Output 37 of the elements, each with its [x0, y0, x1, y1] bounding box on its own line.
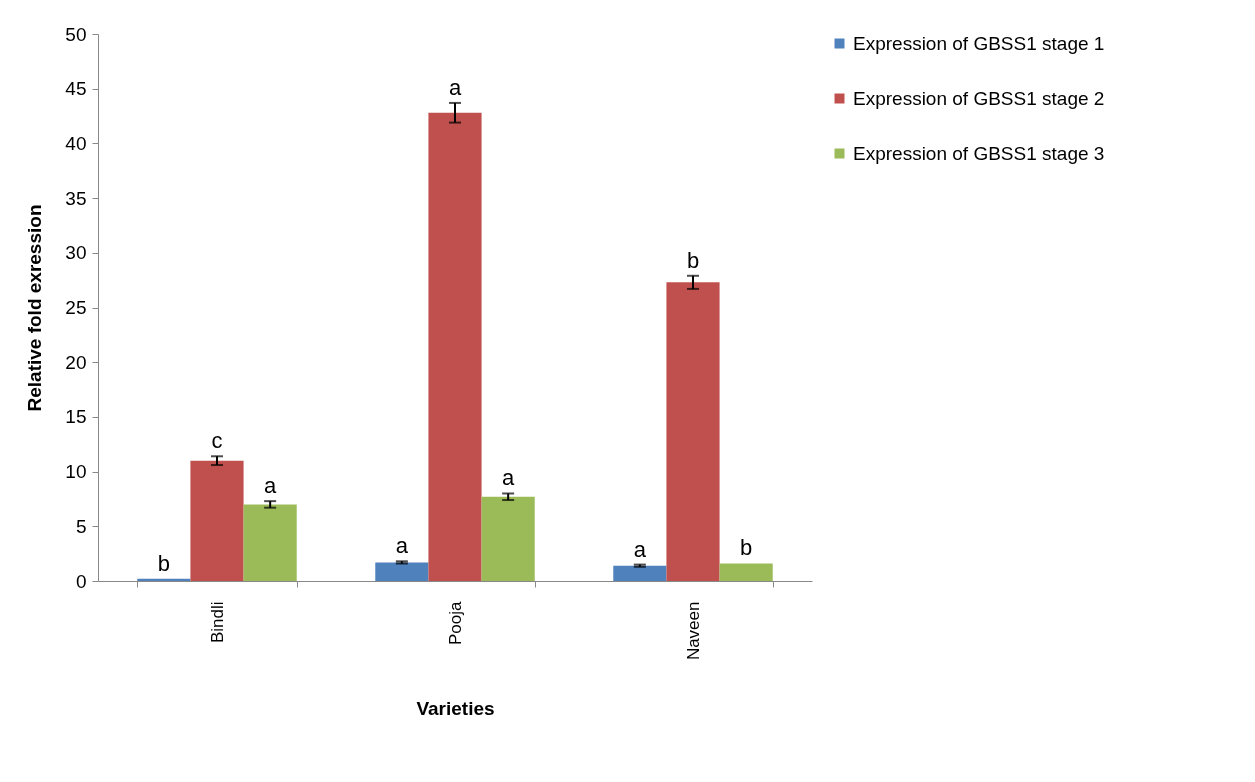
y-tick-label: 45	[65, 78, 87, 100]
bar	[137, 578, 191, 581]
y-tick-label: 35	[65, 187, 87, 209]
bar	[243, 504, 297, 581]
bar	[375, 562, 429, 581]
x-tick-label: Naveen	[683, 601, 703, 661]
y-tick-label: 30	[65, 242, 87, 264]
x-axis-title: Varieties	[416, 698, 495, 720]
y-tick-label: 15	[65, 406, 87, 428]
legend-label: Expression of GBSS1 stage 2	[853, 87, 1105, 109]
bar	[719, 563, 773, 581]
x-tick-label: Bindli	[207, 601, 227, 644]
data-label: b	[686, 247, 700, 273]
bar	[613, 565, 667, 581]
bar	[666, 282, 720, 581]
legend-label: Expression of GBSS1 stage 1	[853, 32, 1105, 54]
y-tick-label: 5	[75, 515, 87, 537]
y-tick-label: 0	[75, 570, 87, 592]
data-label: c	[211, 428, 223, 454]
legend-label: Expression of GBSS1 stage 3	[853, 142, 1105, 164]
y-tick-label: 40	[65, 132, 87, 154]
y-tick-label: 50	[65, 23, 87, 45]
data-label: a	[264, 473, 278, 499]
y-axis-title: Relative fold exression	[24, 204, 46, 412]
data-label: b	[157, 550, 170, 576]
data-label: a	[633, 536, 647, 562]
bar	[190, 460, 244, 581]
y-tick-label: 25	[65, 297, 87, 318]
y-tick-label: 20	[65, 351, 87, 373]
y-tick-label: 10	[65, 461, 87, 483]
data-label: a	[502, 465, 516, 491]
data-label: a	[448, 74, 462, 100]
bar	[428, 112, 482, 581]
bar	[481, 496, 535, 581]
x-tick-label: Pooja	[445, 600, 465, 645]
data-label: a	[395, 533, 409, 559]
data-label: b	[740, 535, 753, 561]
